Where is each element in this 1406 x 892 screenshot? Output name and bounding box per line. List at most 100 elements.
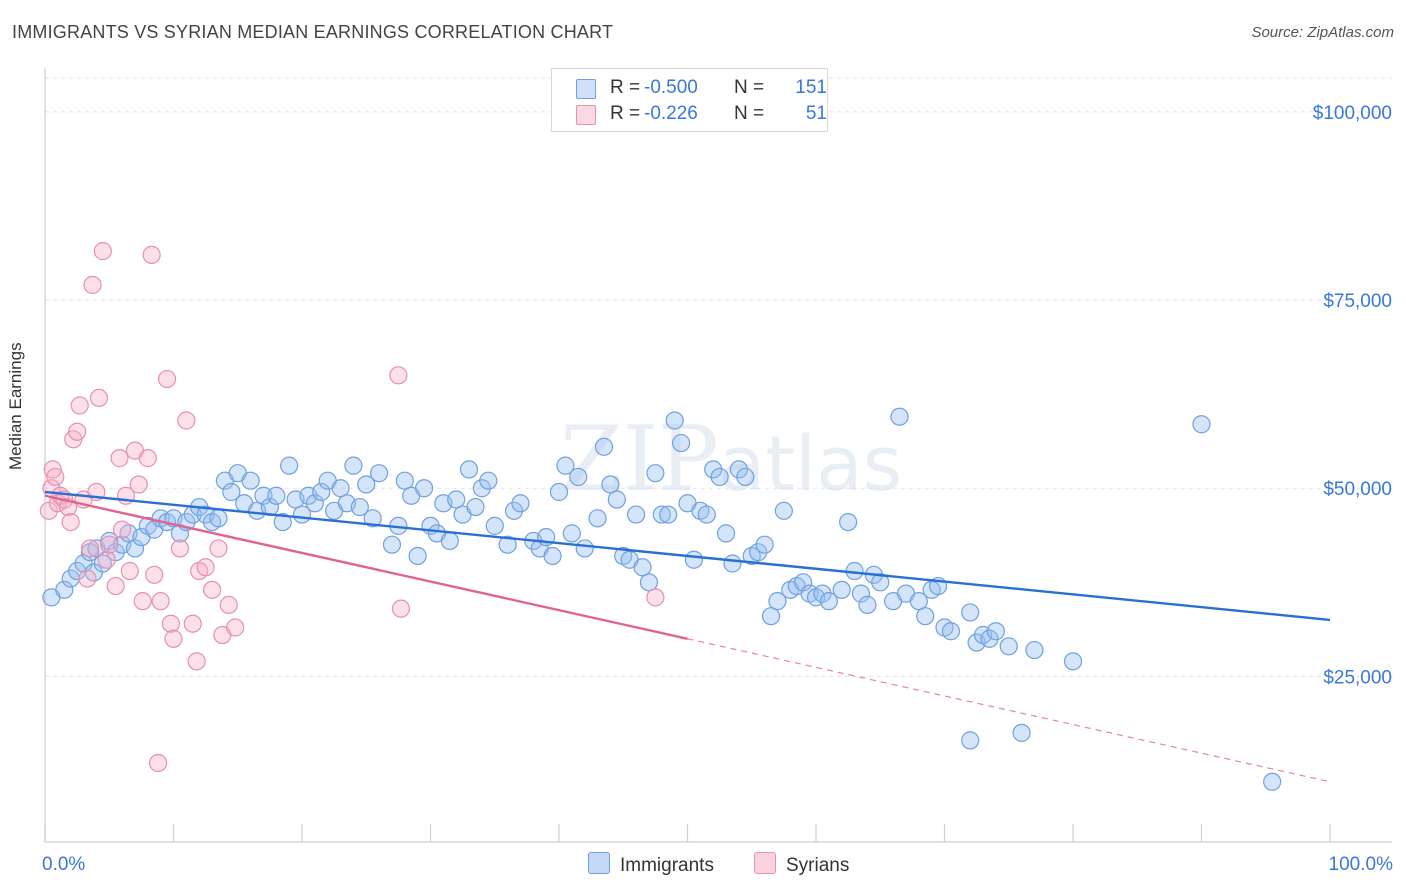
- series-layer: [39, 242, 1282, 791]
- series-syrians: [39, 242, 665, 773]
- data-point-immigrants: [941, 622, 961, 641]
- data-point-immigrants: [819, 592, 838, 611]
- data-point-immigrants: [607, 490, 626, 509]
- data-point-immigrants: [716, 524, 736, 543]
- legend-r-value: -0.500: [644, 77, 698, 98]
- data-point-syrians: [100, 535, 119, 554]
- data-point-immigrants: [832, 580, 851, 599]
- chart-source: Source: ZipAtlas.com: [1251, 24, 1394, 41]
- data-point-immigrants: [909, 592, 928, 611]
- data-point-syrians: [151, 592, 170, 611]
- data-point-immigrants: [504, 501, 524, 520]
- data-point-immigrants: [273, 512, 292, 532]
- data-point-syrians: [219, 595, 238, 614]
- data-point-immigrants: [241, 471, 260, 490]
- legend-r-label: R =: [610, 103, 641, 124]
- data-point-syrians: [46, 467, 65, 487]
- data-point-syrians: [391, 599, 411, 618]
- data-point-immigrants: [74, 554, 93, 573]
- data-point-immigrants: [626, 505, 646, 524]
- data-point-immigrants: [755, 535, 774, 554]
- legend-n-label: N =: [734, 77, 765, 98]
- data-point-immigrants: [659, 505, 678, 524]
- data-point-syrians: [226, 618, 245, 637]
- data-point-immigrants: [594, 437, 614, 456]
- data-point-immigrants: [851, 584, 871, 603]
- data-point-syrians: [202, 580, 222, 599]
- data-point-immigrants: [479, 471, 498, 490]
- data-point-immigrants: [254, 486, 273, 505]
- y-tick-label: $100,000: [1313, 103, 1392, 124]
- x-tick-label: 100.0%: [1329, 854, 1394, 875]
- data-point-immigrants: [511, 494, 530, 513]
- data-point-immigrants: [556, 456, 575, 475]
- legend-item-syrians[interactable]: Syrians: [754, 852, 849, 877]
- data-point-syrians: [142, 245, 161, 264]
- data-point-immigrants: [575, 539, 594, 558]
- data-point-syrians: [78, 569, 97, 588]
- data-point-immigrants: [549, 482, 569, 502]
- data-point-immigrants: [684, 550, 704, 569]
- stats-legend: R = -0.500 N = 151 R = -0.226 N = 51: [551, 68, 828, 132]
- data-point-immigrants: [704, 460, 723, 479]
- legend-swatch-immigrants: [588, 852, 610, 874]
- data-point-immigrants: [588, 509, 607, 528]
- data-point-immigrants: [723, 554, 742, 573]
- legend-r-label: R =: [610, 77, 641, 98]
- data-point-immigrants: [447, 490, 466, 509]
- data-point-syrians: [170, 539, 190, 558]
- data-point-immigrants: [408, 546, 427, 566]
- y-tick-label: $25,000: [1323, 667, 1392, 688]
- data-point-syrians: [164, 629, 183, 648]
- data-point-syrians: [89, 388, 109, 408]
- data-point-immigrants: [222, 482, 241, 502]
- data-point-syrians: [183, 614, 202, 633]
- data-point-syrians: [145, 565, 164, 584]
- data-point-immigrants: [472, 479, 491, 498]
- data-point-syrians: [68, 422, 87, 441]
- data-point-immigrants: [485, 516, 504, 535]
- data-point-immigrants: [736, 467, 755, 487]
- data-point-immigrants: [312, 482, 331, 502]
- chart-title: IMMIGRANTS VS SYRIAN MEDIAN EARNINGS COR…: [12, 22, 614, 42]
- legend-item-immigrants[interactable]: Immigrants: [588, 852, 714, 877]
- y-axis-label: Median Earnings: [6, 342, 25, 470]
- data-point-immigrants: [652, 505, 671, 524]
- data-point-syrians: [70, 396, 89, 415]
- data-point-immigrants: [1263, 772, 1282, 791]
- data-point-immigrants: [916, 607, 935, 626]
- data-point-immigrants: [209, 509, 228, 528]
- data-point-immigrants: [350, 497, 369, 517]
- watermark-zip: ZIP: [560, 407, 719, 512]
- data-point-immigrants: [370, 464, 389, 483]
- data-point-syrians: [187, 652, 206, 671]
- watermark-atlas: atlas: [719, 419, 903, 508]
- data-point-immigrants: [639, 573, 659, 592]
- data-point-syrians: [148, 753, 168, 773]
- data-point-immigrants: [459, 460, 479, 479]
- legend-n-value: 51: [805, 103, 827, 124]
- data-point-syrians: [106, 576, 125, 596]
- data-point-immigrants: [794, 573, 813, 592]
- data-point-immigrants: [999, 637, 1018, 656]
- data-point-immigrants: [543, 546, 562, 566]
- data-point-immigrants: [601, 475, 620, 494]
- trend-line-immigrants: [44, 490, 1331, 622]
- legend-label-immigrants: Immigrants: [620, 855, 714, 876]
- watermark: ZIPatlas: [560, 407, 902, 512]
- data-point-syrians: [389, 366, 408, 385]
- data-point-immigrants: [280, 456, 299, 475]
- data-point-syrians: [80, 539, 100, 558]
- data-point-immigrants: [646, 464, 665, 483]
- y-tick-label: $50,000: [1323, 479, 1392, 500]
- legend-label-syrians: Syrians: [786, 855, 850, 876]
- axes: [44, 68, 1392, 843]
- data-point-syrians: [209, 539, 228, 558]
- data-point-immigrants: [395, 471, 414, 490]
- data-point-immigrants: [414, 479, 434, 498]
- trend-lines: [44, 490, 1331, 783]
- legend-swatch-syrians: [754, 852, 776, 874]
- legend-swatch-syrians: [576, 105, 596, 125]
- data-point-immigrants: [562, 524, 581, 543]
